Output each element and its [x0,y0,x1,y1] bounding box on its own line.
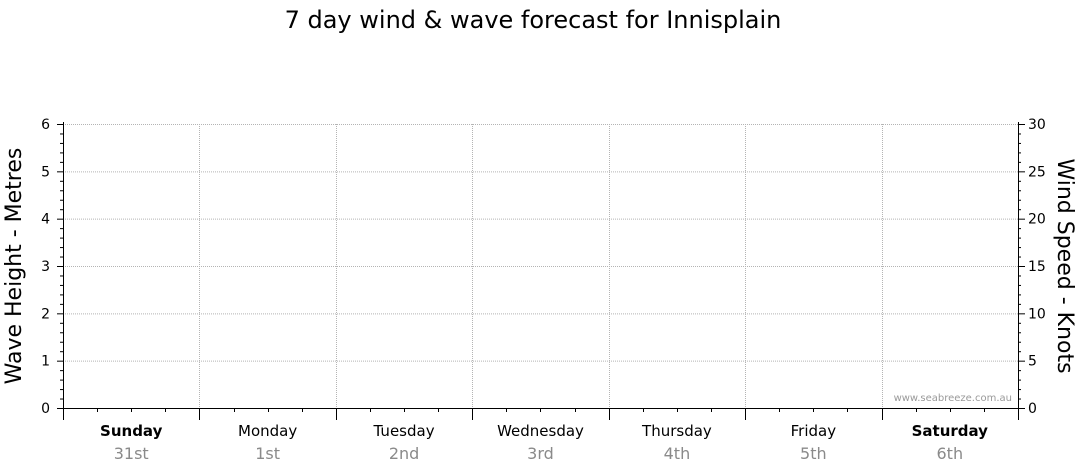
left-axis-title: Wave Height - Metres [2,148,27,385]
day-name-label: Monday [238,422,297,440]
day-name-label: Saturday [912,422,989,440]
day-date-label: 6th [936,444,963,463]
day-date-label: 2nd [389,444,419,463]
day-name-label: Friday [791,422,837,440]
left-tick-label: 2 [41,306,50,322]
left-tick-label: 1 [41,354,50,370]
left-tick-label: 6 [41,117,50,133]
right-tick-label: 25 [1028,164,1046,180]
day-date-label: 1st [255,444,280,463]
day-date-label: 31st [114,444,149,463]
left-axis-ticks: 0 1 2 3 4 5 6 [41,117,63,417]
right-axis-ticks: 0 5 10 15 20 25 30 [1018,117,1046,417]
right-tick-label: 10 [1028,306,1046,322]
day-labels: Sunday 31st Monday 1st Tuesday 2nd Wednesday 3r… [100,422,988,463]
day-name-label: Tuesday [373,422,435,440]
day-date-label: 5th [800,444,827,463]
right-tick-label: 20 [1028,212,1046,228]
day-name-label: Wednesday [497,422,584,440]
day-name-label: Sunday [100,422,163,440]
left-tick-label: 3 [41,259,50,275]
right-tick-label: 30 [1028,117,1046,133]
chart-title: 7 day wind & wave forecast for Innisplai… [285,6,782,34]
right-axis-title: Wind Speed - Knots [1052,158,1077,373]
right-tick-label: 0 [1028,401,1037,417]
left-tick-label: 4 [41,212,50,228]
axes [63,122,1019,420]
right-tick-label: 5 [1028,354,1037,370]
day-date-label: 3rd [527,444,554,463]
day-date-label: 4th [664,444,691,463]
grid-lines [63,124,1018,408]
watermark-text: www.seabreeze.com.au [894,393,1012,404]
day-name-label: Thursday [641,422,712,440]
right-tick-label: 15 [1028,259,1046,275]
left-tick-label: 0 [41,401,50,417]
left-tick-label: 5 [41,164,50,180]
